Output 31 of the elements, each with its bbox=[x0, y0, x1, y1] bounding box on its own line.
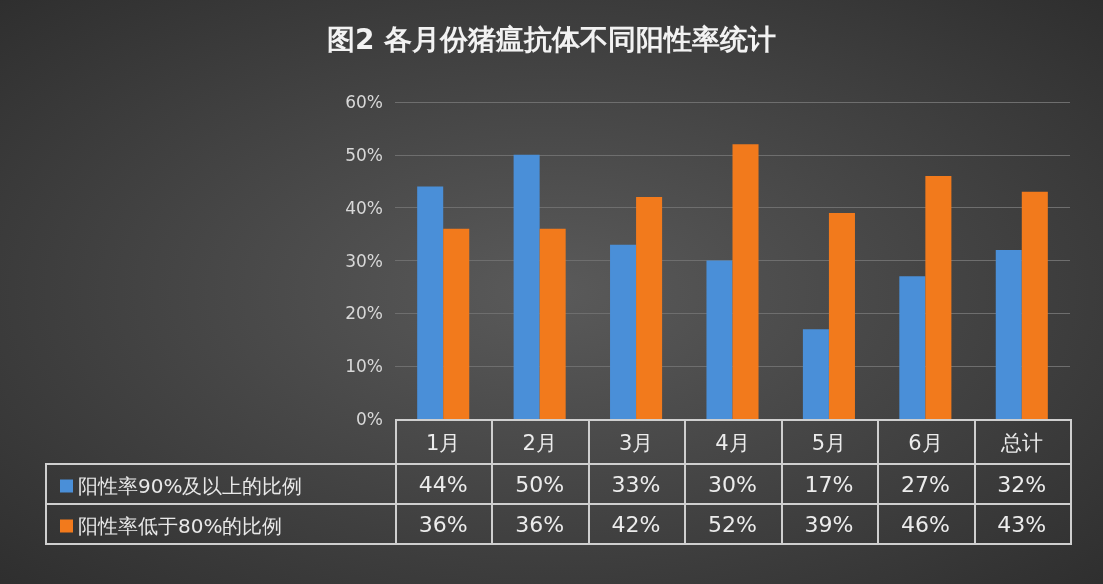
chart-title: 图2 各月份猪瘟抗体不同阳性率统计 bbox=[326, 22, 777, 56]
x-tick-label: 3月 bbox=[618, 430, 654, 455]
data-label: 33% bbox=[611, 471, 661, 497]
x-tick-label: 4月 bbox=[715, 430, 750, 455]
legend-label: 阳性率90%及以上的比例 bbox=[78, 474, 303, 498]
data-label: 46% bbox=[900, 511, 950, 537]
data-label: 39% bbox=[804, 511, 854, 537]
x-tick-label: 2月 bbox=[522, 430, 557, 455]
y-tick-label: 40% bbox=[345, 197, 383, 218]
data-label: 44% bbox=[418, 471, 468, 497]
data-label: 36% bbox=[515, 511, 565, 537]
x-tick-label: 1月 bbox=[426, 430, 461, 455]
y-tick-label: 50% bbox=[345, 144, 383, 165]
y-tick-label: 20% bbox=[345, 303, 383, 324]
data-label: 43% bbox=[997, 511, 1047, 537]
x-tick-label: 5月 bbox=[811, 430, 847, 455]
data-label: 27% bbox=[900, 471, 950, 497]
y-tick-label: 60% bbox=[345, 92, 383, 112]
y-tick-label: 30% bbox=[345, 250, 383, 271]
legend-label: 阳性率低于80%的比例 bbox=[78, 514, 283, 538]
data-label: 17% bbox=[804, 471, 854, 497]
data-label: 52% bbox=[708, 511, 757, 537]
data-label: 32% bbox=[997, 471, 1047, 497]
data-label: 42% bbox=[611, 511, 661, 537]
x-tick-label: 6月 bbox=[908, 430, 943, 455]
data-label: 30% bbox=[708, 471, 757, 497]
data-label: 50% bbox=[515, 471, 565, 497]
x-tick-label: 总计 bbox=[999, 430, 1043, 455]
y-tick-label: 10% bbox=[345, 356, 383, 377]
y-tick-label: 0% bbox=[356, 409, 383, 429]
data-label: 36% bbox=[418, 511, 468, 537]
